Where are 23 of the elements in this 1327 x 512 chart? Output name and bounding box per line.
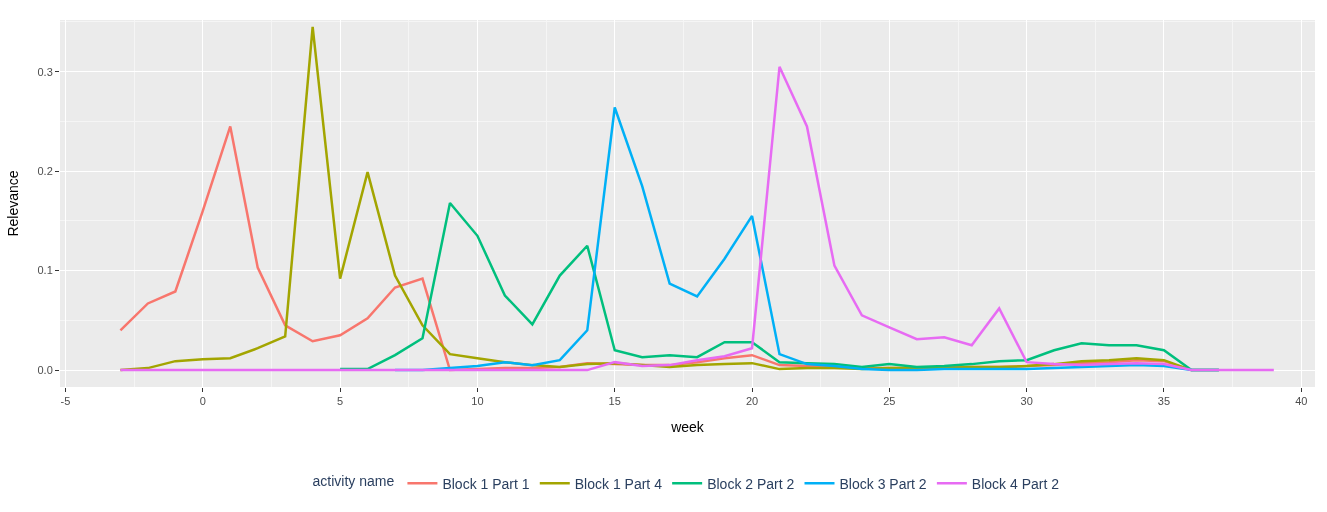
x-tick-label: 5 <box>337 395 344 408</box>
legend-label: Block 1 Part 1 <box>442 475 530 492</box>
x-tick-label: 40 <box>1295 395 1308 408</box>
x-tick-label: 35 <box>1157 395 1171 408</box>
x-tick-label: 0 <box>199 395 206 408</box>
legend-label: Block 3 Part 2 <box>839 475 927 492</box>
y-tick-label: 0.2 <box>37 165 53 178</box>
x-tick-label: -5 <box>60 395 71 408</box>
y-tick-label: 0.0 <box>37 363 53 376</box>
legend-label: Block 1 Part 4 <box>574 475 663 492</box>
legend-label: Block 2 Part 2 <box>707 475 795 492</box>
line-series <box>119 65 1276 372</box>
y-axis-title: Relevance <box>5 170 22 237</box>
x-tick-label: 30 <box>1020 395 1033 408</box>
x-tick-label: 15 <box>608 395 621 408</box>
legend-label: Block 4 Part 2 <box>971 475 1060 492</box>
y-tick-label: 0.1 <box>37 264 53 277</box>
x-tick-label: 25 <box>883 395 896 408</box>
legend-title: activity name <box>312 472 395 489</box>
x-tick-label: 10 <box>471 395 484 408</box>
x-tick-label: 20 <box>745 395 759 408</box>
y-tick-label: 0.3 <box>37 65 53 78</box>
x-axis-title: week <box>670 418 705 435</box>
